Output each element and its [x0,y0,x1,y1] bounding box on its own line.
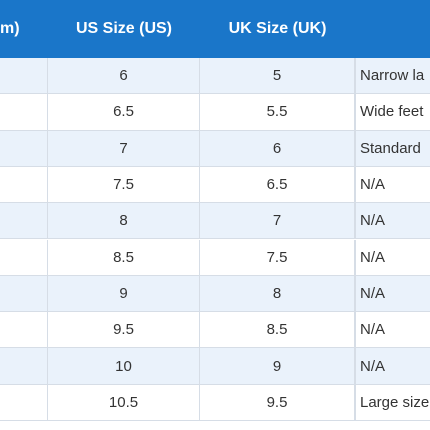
table-cell [0,312,48,349]
table-cell: 8.5 [200,312,355,349]
table-cell [0,275,48,313]
header-cell: m) [0,0,48,58]
table-cell: Large size [355,384,430,421]
table-cell: 5.5 [200,94,355,131]
table-cell: 10.5 [48,384,200,421]
table-cell: Wide feet [355,94,430,131]
table-cell: N/A [355,239,430,276]
table-cell [0,348,48,385]
table-cell: 8.5 [48,239,200,276]
table-cell: 7.5 [48,166,200,204]
table-cell: 6 [48,58,200,95]
table-cell: 8 [200,275,355,313]
table-cell: 9.5 [200,384,355,421]
table-cell [0,130,48,167]
table-cell: Standard [355,130,430,167]
table-cell [0,384,48,421]
table-cell: 6 [200,130,355,167]
table-cell: 6.5 [200,166,355,204]
table-cell: N/A [355,203,430,240]
table-cell: 5 [200,58,355,95]
table-cell: 9 [48,275,200,313]
table-cell: 7 [48,130,200,167]
table-cell: 8 [48,203,200,240]
table-cell [0,203,48,240]
header-cell: US Size (US) [48,0,200,58]
table-cell: 10 [48,348,200,385]
table-cell: 7 [200,203,355,240]
table-cell [0,94,48,131]
table-cell: N/A [355,348,430,385]
table-cell: 7.5 [200,239,355,276]
table-cell [0,58,48,95]
table-cell: N/A [355,312,430,349]
header-cell [355,0,430,58]
table-cell: Narrow la [355,58,430,95]
table-cell: N/A [355,275,430,313]
header-cell: UK Size (UK) [200,0,355,58]
table-cell: 9 [200,348,355,385]
table-cell: N/A [355,166,430,204]
table-cell: 9.5 [48,312,200,349]
table-cell [0,239,48,276]
table-cell: 6.5 [48,94,200,131]
table-cell [0,166,48,204]
